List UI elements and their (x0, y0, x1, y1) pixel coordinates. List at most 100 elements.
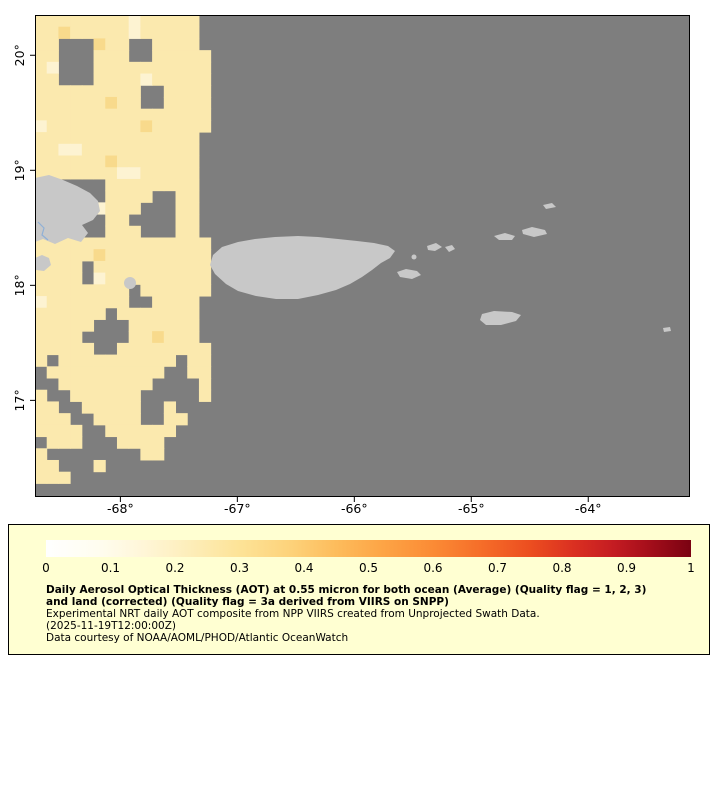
aot-pixel (35, 342, 48, 356)
aot-pixel (175, 307, 188, 320)
aot-pixel (198, 272, 212, 285)
aot-pixel (175, 237, 188, 250)
x-tick-label: -65° (458, 501, 485, 516)
aot-pixel (116, 120, 130, 133)
aot-pixel (140, 342, 153, 356)
aot-pixel (128, 167, 141, 180)
aot-pixel (140, 155, 153, 168)
aot-pixel (116, 225, 130, 238)
aot-pixel (187, 296, 200, 309)
aot-pixel (128, 61, 141, 75)
aot-pixel (116, 61, 130, 75)
aot-pixel (152, 178, 165, 192)
island-mona (124, 277, 136, 289)
island-tortola (494, 233, 515, 240)
aot-pixel (58, 319, 71, 332)
aot-pixel (175, 96, 188, 110)
aot-pixel (105, 143, 118, 157)
aot-pixel (116, 237, 130, 250)
aot-pixel (128, 178, 141, 192)
aot-pixel (116, 307, 130, 320)
aot-pixel (152, 61, 165, 75)
aot-pixel (116, 155, 130, 168)
aot-pixel (187, 178, 200, 192)
aot-pixel (140, 378, 153, 391)
aot-pixel (46, 307, 59, 320)
aot-pixel (128, 155, 141, 168)
aot-pixel (152, 73, 165, 86)
aot-pixel (81, 85, 95, 98)
aot-pixel (70, 354, 83, 367)
aot-pixel (70, 272, 83, 285)
aot-pixel (187, 284, 200, 297)
aot-pixel (105, 296, 118, 309)
aot-pixel (58, 155, 71, 168)
aot-pixel (58, 413, 71, 426)
aot-pixel (35, 307, 48, 320)
aot-pixel (46, 272, 59, 285)
aot-pixel (128, 143, 141, 157)
aot-pixel (35, 459, 48, 473)
aot-pixel (70, 331, 83, 344)
aot-pixel (128, 307, 141, 320)
colorbar-tick-label: 0.8 (552, 561, 572, 575)
aot-pixel (105, 389, 118, 402)
aot-pixel (128, 366, 141, 379)
aot-pixel (152, 366, 165, 379)
colorbar-tick-label: 0 (42, 561, 50, 575)
aot-pixel (175, 132, 188, 145)
aot-pixel (105, 260, 118, 274)
aot-pixel (163, 237, 177, 250)
aot-pixel (163, 401, 177, 414)
aot-pixel (70, 155, 83, 168)
aot-pixel (93, 85, 106, 98)
colorbar-tick-label: 0.9 (616, 561, 637, 575)
aot-pixel (93, 61, 106, 75)
aot-pixel (116, 342, 130, 356)
aot-pixel (140, 331, 153, 344)
aot-pixel (116, 167, 130, 180)
aot-pixel (93, 132, 106, 145)
aot-pixel (35, 389, 48, 402)
colorbar-tick-label: 0.1 (100, 561, 121, 575)
aot-pixel (116, 378, 130, 391)
island-vieques (397, 269, 421, 279)
aot-pixel (116, 202, 130, 215)
aot-pixel (116, 389, 130, 402)
aot-pixel (93, 155, 106, 168)
aot-pixel (81, 296, 95, 309)
aot-pixel (81, 342, 95, 356)
aot-pixel (105, 249, 118, 262)
aot-pixel (187, 120, 200, 133)
x-tick-label: -68° (107, 501, 134, 516)
aot-pixel (81, 389, 95, 402)
aot-pixel (35, 319, 48, 332)
aot-pixel (93, 354, 106, 367)
aot-pixel (58, 143, 71, 157)
aot-pixel (70, 307, 83, 320)
aot-pixel (128, 436, 141, 449)
aot-pixel (35, 61, 48, 75)
aot-pixel (128, 354, 141, 367)
aot-pixel (46, 331, 59, 344)
aot-pixel (105, 61, 118, 75)
aot-pixel (152, 272, 165, 285)
aot-pixel (152, 424, 165, 438)
aot-pixel (105, 378, 118, 391)
aot-pixel (58, 471, 71, 484)
aot-pixel (93, 38, 106, 51)
aot-pixel (140, 143, 153, 157)
aot-pixel (58, 15, 71, 28)
aot-pixel (140, 190, 153, 203)
aot-pixel (175, 342, 188, 356)
aot-pixel (163, 331, 177, 344)
aot-pixel (163, 96, 177, 110)
island-st-john (445, 245, 455, 252)
aot-pixel (187, 366, 200, 379)
aot-pixel (70, 15, 83, 28)
aot-pixel (46, 26, 59, 39)
aot-pixel (35, 85, 48, 98)
aot-pixel (163, 15, 177, 28)
aot-pixel (187, 61, 200, 75)
